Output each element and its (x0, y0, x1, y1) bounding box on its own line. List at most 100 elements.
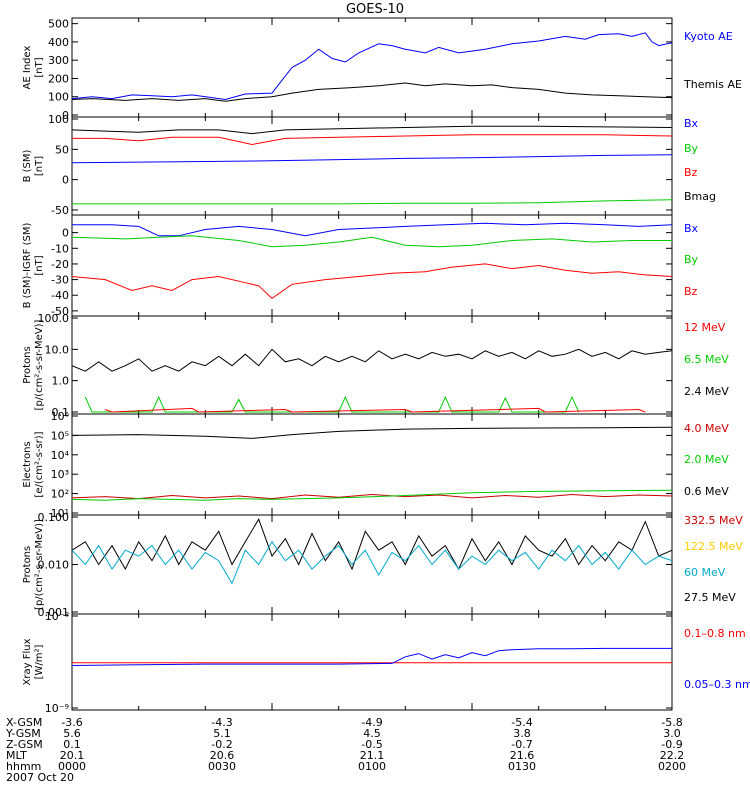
ylabel-line: B (SM) (22, 149, 33, 182)
footer-value: 0200 (658, 760, 686, 773)
legend-ae-1: Themis AE (683, 78, 742, 91)
panel-frame-bsm (71, 116, 673, 216)
ytick-label: -50 (51, 204, 69, 217)
ytick-label: 10.0 (45, 343, 70, 356)
footer-value: -0.7 (511, 738, 532, 751)
legend-bsm-2: Bz (684, 166, 698, 179)
footer-value: -0.9 (661, 738, 682, 751)
ytick-label: 10⁻⁸ (45, 610, 70, 623)
legend-electrons-2: 0.6 MeV (684, 485, 729, 498)
ytick-label: 100 (48, 113, 69, 126)
ylabel-line: [nT] (34, 156, 45, 176)
ytick-label: -50 (51, 305, 69, 318)
legend-hiprotons-0: 332.5 MeV (684, 514, 743, 527)
series-electrons-2-0-mev (72, 489, 672, 501)
ytick-label: 200 (48, 72, 69, 85)
panel-bsub: -50 -40 -30 -20 -10 0 B (SM)-IGRF (SM)[nT] Bx By… (22, 214, 699, 318)
panel-frame-protons (71, 315, 673, 415)
legend-xray-0: 0.1–0.8 nm (684, 627, 746, 640)
footer-value: 0.1 (63, 738, 81, 751)
footer-label: X-GSM (6, 716, 42, 729)
legend-bsm-3: Bmag (684, 190, 716, 203)
footer-label: Y-GSM (5, 727, 41, 740)
series-bsm-bx (72, 154, 672, 164)
series-bsub-by (72, 235, 672, 248)
ytick-label: 10⁵ (51, 429, 69, 442)
series-group-bsm (72, 125, 672, 205)
legend-electrons-0: 4.0 MeV (684, 422, 729, 435)
footer-value: 0030 (208, 760, 236, 773)
ytick-label: 10⁴ (51, 449, 70, 462)
footer-value: 21.1 (360, 749, 385, 762)
footer-value: 3.8 (513, 727, 531, 740)
ylabel-electrons: Electrons[e/(cm²-s-sr)] (22, 431, 45, 497)
panel-protons: 0.11.010.0100.0Protons[p/(cm²-s-sr-MeV)]… (22, 312, 729, 419)
series-bsub-bz (72, 263, 672, 300)
legend-hiprotons-2: 60 MeV (684, 566, 726, 579)
series-ae-kyoto-ae (72, 32, 672, 101)
ytick-label: 0 (62, 109, 69, 122)
ytick-label: -40 (51, 289, 69, 302)
footer-label: hhmm (6, 760, 41, 773)
footer-value: -0.5 (361, 738, 382, 751)
ylabel-line: [nT] (34, 57, 45, 77)
ytick-label: 400 (48, 36, 69, 49)
ytick-label: 10⁶ (51, 410, 70, 423)
ytick-label: -10 (51, 242, 69, 255)
ytick-label: 300 (48, 54, 69, 67)
series-group-hiprotons (72, 518, 672, 585)
ytick-label: 1.0 (52, 375, 70, 388)
ylabel-protons: Protons[p/(cm²-s-sr-MeV)] (22, 319, 45, 410)
legend-bsm-1: By (684, 142, 699, 155)
series-protons-2-4-mev (72, 348, 672, 372)
ytick-label: -30 (51, 274, 69, 287)
footer-value: 22.2 (660, 749, 685, 762)
ylabel-line: Electrons (22, 441, 33, 487)
footer-value: 20.6 (210, 749, 235, 762)
ylabel-line: [W/m²] (34, 644, 45, 679)
panel-ae: 0 100 200 300 400 500 AE Index[nT] Kyoto AE Them… (22, 17, 742, 122)
ytick-label: 100 (48, 91, 69, 104)
panel-hiprotons: 0.0010.0100.100Protons[p/(cm²-s-sr-MeV)]… (22, 511, 743, 619)
series-protons-12-mev (105, 407, 646, 413)
series-group-ae (72, 32, 672, 102)
ylabel-line: Xray Flux (22, 638, 33, 685)
legend-hiprotons-3: 27.5 MeV (684, 591, 736, 604)
series-hiprotons-27-5-mev (72, 518, 672, 571)
series-group-xray (72, 647, 672, 666)
ytick-label: 10² (51, 488, 69, 501)
ytick-label: 50 (55, 143, 69, 156)
figure-title: GOES-10 (346, 2, 404, 17)
series-bsub-bx (72, 222, 672, 237)
series-ae-themis-ae (72, 82, 672, 102)
ytick-label: 0 (62, 227, 69, 240)
panel-bsm: -50 0 50 100 B (SM)[nT] Bx By Bz Bmag (22, 113, 716, 217)
footer-value: 3.0 (663, 727, 681, 740)
ylabel-line: B (SM)-IGRF (SM) (22, 223, 33, 309)
footer-value: 20.1 (60, 749, 85, 762)
ylabel-line: [nT] (34, 255, 45, 275)
ytick-label: 10¹ (51, 507, 69, 520)
panel-frame-xray (71, 613, 673, 711)
legend-bsub-0: Bx (684, 222, 699, 235)
footer-value: 0100 (358, 760, 386, 773)
footer-value: -0.2 (211, 738, 232, 751)
ylabel-hiprotons: Protons[p/(cm²-s-sr-MeV)] (22, 519, 45, 610)
ytick-label: 10⁻⁹ (45, 702, 69, 715)
ytick-label: 0.010 (38, 559, 70, 572)
ytick-label: 10³ (51, 468, 69, 481)
series-group-bsub (72, 222, 672, 300)
series-group-protons (72, 348, 672, 413)
footer-value: 0000 (58, 760, 86, 773)
ylabel-bsub: B (SM)-IGRF (SM)[nT] (22, 223, 45, 309)
footer-value: -5.8 (661, 716, 682, 729)
ytick-label: -20 (51, 258, 69, 271)
series-bsm-bz (72, 134, 672, 146)
footer-value: 4.5 (363, 727, 381, 740)
ylabel-bsm: B (SM)[nT] (22, 149, 45, 182)
footer-label: Z-GSM (6, 738, 43, 751)
series-electrons-4-0-mev (72, 493, 672, 500)
footer-date: 2007 Oct 20 (6, 771, 74, 784)
ylabel-line: [p/(cm²-s-sr-MeV)] (34, 519, 45, 610)
